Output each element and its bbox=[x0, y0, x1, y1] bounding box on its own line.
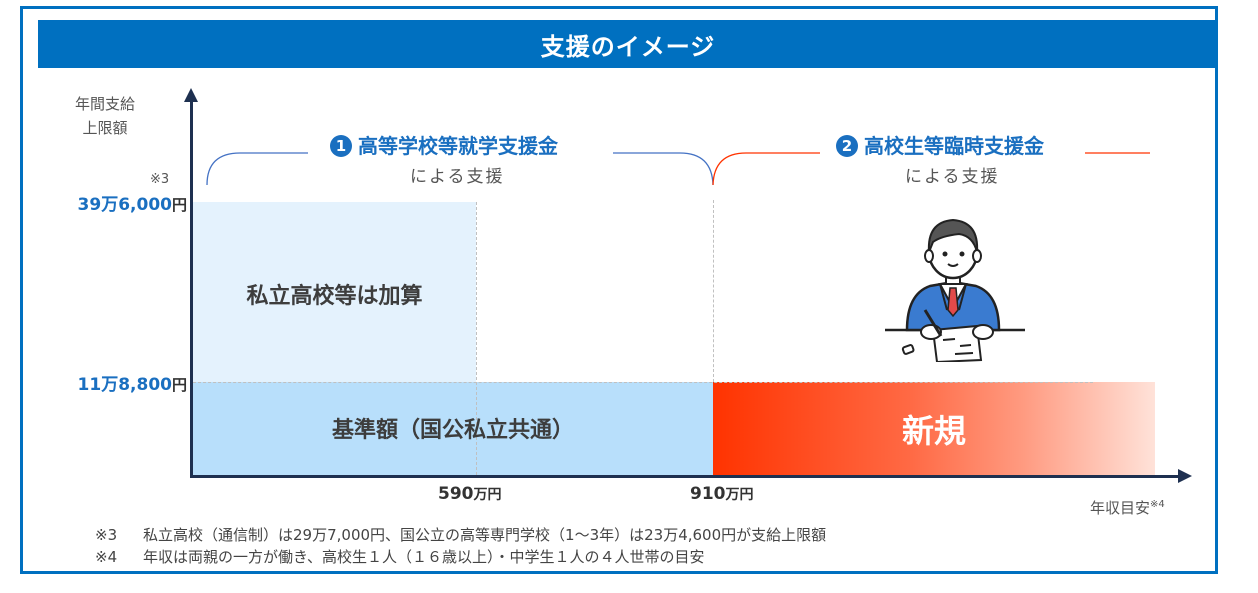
x-tick-910: 910万円 bbox=[690, 484, 754, 504]
y-tick-unit: 円 bbox=[171, 196, 187, 214]
footnote-text: 私立高校（通信制）は29万7,000円、国公立の高等専門学校（1〜3年）は23万… bbox=[143, 526, 827, 544]
y-axis-arrow-icon bbox=[184, 88, 198, 102]
x-tick-unit: 万円 bbox=[473, 487, 502, 503]
footnote-3: ※3 私立高校（通信制）は29万7,000円、国公立の高等専門学校（1〜3年）は2… bbox=[95, 524, 826, 545]
y-axis-label-line1: 年間支給 bbox=[74, 95, 135, 113]
label-base-amount: 基準額（国公私立共通） bbox=[331, 418, 574, 443]
y-axis-note: ※3 bbox=[150, 172, 170, 187]
guide-line-118800 bbox=[193, 382, 1093, 383]
region-new bbox=[713, 382, 1155, 475]
footnote-mark: ※4 bbox=[95, 548, 118, 566]
page-title-text: 支援のイメージ bbox=[540, 32, 716, 61]
bracket-2-title: 2 高校生等臨時支援金 bbox=[836, 130, 1044, 159]
footnote-4: ※4 年収は両親の一方が働き、高校生１人（１６歳以上）・中学生１人の４人世帯の目安 bbox=[95, 546, 704, 567]
guide-line-590 bbox=[476, 202, 477, 475]
number-badge-1-icon: 1 bbox=[330, 135, 352, 157]
y-tick-396000: 39万6,000円 bbox=[27, 190, 187, 215]
bracket-2-title-text: 高校生等臨時支援金 bbox=[864, 134, 1044, 158]
x-axis-label-note: ※4 bbox=[1150, 499, 1165, 510]
y-axis-label: 年間支給 上限額 bbox=[70, 92, 140, 140]
footnote-mark: ※3 bbox=[95, 526, 118, 544]
y-axis-label-line2: 上限額 bbox=[82, 119, 128, 137]
y-tick-value: 11万8,800 bbox=[77, 375, 172, 395]
x-tick-value: 910 bbox=[690, 484, 726, 504]
x-tick-value: 590 bbox=[438, 484, 474, 504]
label-private-addition: 私立高校等は加算 bbox=[246, 284, 423, 309]
x-axis bbox=[190, 475, 1180, 478]
x-axis-label: 年収目安※4 bbox=[1090, 497, 1165, 518]
page-title: 支援のイメージ bbox=[38, 20, 1218, 68]
region-base-amount bbox=[193, 382, 713, 475]
y-axis bbox=[190, 100, 193, 478]
y-tick-unit: 円 bbox=[171, 376, 187, 394]
bracket-2-subtitle: による支援 bbox=[905, 167, 1000, 187]
guide-line-910 bbox=[713, 200, 714, 382]
footnote-text: 年収は両親の一方が働き、高校生１人（１６歳以上）・中学生１人の４人世帯の目安 bbox=[143, 548, 705, 566]
student-illustration-icon bbox=[885, 218, 1025, 362]
bracket-1-subtitle: による支援 bbox=[410, 167, 505, 187]
x-tick-590: 590万円 bbox=[438, 484, 502, 504]
label-new: 新規 bbox=[901, 412, 966, 450]
y-tick-value: 39万6,000 bbox=[77, 195, 172, 215]
x-tick-unit: 万円 bbox=[725, 487, 754, 503]
region-private-addition bbox=[193, 202, 476, 382]
bracket-lines bbox=[206, 152, 1150, 186]
bracket-1-title-text: 高等学校等就学支援金 bbox=[358, 134, 558, 158]
x-axis-label-text: 年収目安 bbox=[1090, 499, 1151, 517]
x-axis-arrow-icon bbox=[1178, 469, 1192, 483]
number-badge-2-icon: 2 bbox=[836, 135, 858, 157]
y-tick-118800: 11万8,800円 bbox=[27, 370, 187, 395]
bracket-1-title: 1 高等学校等就学支援金 bbox=[330, 130, 558, 159]
